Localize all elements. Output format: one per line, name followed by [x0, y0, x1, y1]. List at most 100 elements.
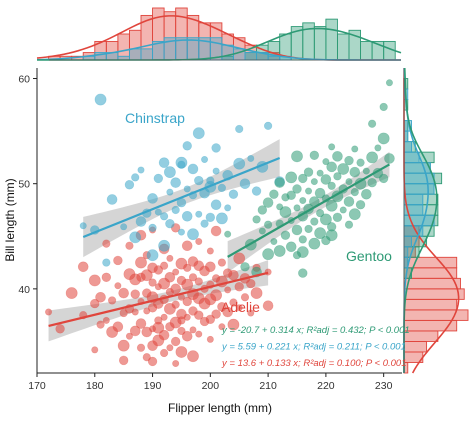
regression-line-adelie [48, 271, 269, 327]
point-adelie [218, 323, 226, 331]
top-hist-bar-chinstrap [128, 48, 142, 61]
point-chinstrap [165, 218, 175, 229]
right-hist-bar-chinstrap [403, 162, 431, 174]
point-adelie [210, 289, 223, 302]
point-adelie [90, 298, 100, 309]
point-adelie [175, 346, 188, 358]
point-chinstrap [120, 223, 128, 231]
top-hist-bar-gentoo [313, 26, 327, 61]
point-gentoo [374, 144, 382, 152]
point-adelie [246, 278, 256, 289]
x-tick-label: 180 [86, 380, 104, 392]
point-chinstrap [215, 212, 228, 225]
right-hist-bar-chinstrap [403, 151, 420, 164]
point-chinstrap [210, 199, 222, 211]
x-tick-label: 170 [28, 380, 46, 392]
point-adelie [166, 344, 174, 352]
point-adelie [228, 269, 239, 281]
point-gentoo [264, 220, 273, 229]
point-gentoo [384, 153, 395, 164]
point-adelie [131, 308, 139, 316]
x-tick-label: 190 [144, 380, 162, 392]
regression-line-gentoo [227, 163, 390, 258]
point-chinstrap [177, 228, 185, 236]
point-adelie [101, 272, 112, 282]
x-tick-label: 230 [375, 380, 393, 392]
point-gentoo [310, 217, 319, 226]
point-gentoo [285, 171, 298, 184]
right-hist-bar-adelie [403, 256, 458, 269]
right-hist-bar-chinstrap [403, 183, 435, 195]
point-adelie [205, 261, 216, 273]
point-adelie [164, 271, 176, 283]
point-adelie [240, 293, 250, 302]
point-gentoo [273, 245, 286, 257]
point-gentoo [326, 161, 337, 173]
top-hist-bar-gentoo [336, 33, 350, 61]
equation-adelie: y = 13.6 + 0.133 x; R²adj = 0.100; P < 0… [221, 358, 407, 369]
point-chinstrap [233, 157, 246, 170]
point-adelie [141, 326, 153, 338]
label-chinstrap: Chinstrap [125, 110, 185, 126]
point-adelie [247, 309, 255, 317]
point-adelie [113, 255, 123, 266]
point-gentoo [291, 150, 303, 163]
point-gentoo [325, 229, 338, 242]
point-chinstrap [158, 157, 170, 168]
point-adelie [210, 225, 222, 237]
point-gentoo [345, 178, 353, 186]
point-gentoo [328, 143, 336, 151]
point-gentoo [314, 227, 327, 240]
point-chinstrap [166, 188, 174, 196]
point-chinstrap [201, 156, 209, 164]
point-adelie [166, 254, 174, 262]
point-adelie [96, 320, 105, 329]
point-chinstrap [137, 166, 145, 174]
top-hist-bar-gentoo [360, 40, 373, 61]
point-gentoo [303, 167, 314, 177]
point-adelie [152, 321, 165, 334]
point-gentoo [298, 235, 307, 244]
point-adelie [142, 353, 151, 362]
point-gentoo [298, 173, 308, 184]
point-gentoo [279, 206, 292, 218]
x-tick-label: 220 [317, 380, 335, 392]
point-gentoo [344, 220, 354, 229]
point-chinstrap [153, 173, 164, 184]
point-adelie [135, 256, 147, 269]
point-adelie [158, 329, 170, 341]
point-chinstrap [205, 212, 216, 223]
point-chinstrap [200, 219, 209, 228]
point-adelie [189, 326, 197, 334]
point-gentoo [350, 188, 359, 197]
point-adelie [160, 313, 168, 321]
point-gentoo [319, 213, 332, 226]
point-adelie [102, 316, 110, 324]
x-axis-ticks: 170 180 190 200 210 220 230 [28, 373, 393, 392]
point-gentoo [262, 248, 275, 261]
point-gentoo [333, 172, 342, 181]
point-chinstrap [135, 216, 147, 227]
point-adelie [177, 316, 186, 325]
point-gentoo [291, 224, 303, 236]
right-hist-bar-chinstrap [403, 246, 409, 258]
point-adelie [160, 261, 169, 270]
point-gentoo [316, 209, 325, 218]
point-adelie [181, 330, 193, 342]
point-chinstrap [228, 189, 239, 199]
label-gentoo: Gentoo [346, 248, 392, 264]
point-chinstrap [251, 186, 262, 196]
point-adelie [77, 261, 89, 273]
point-chinstrap [148, 223, 157, 232]
point-gentoo [280, 230, 291, 240]
equation-gentoo: y = -20.7 + 0.314 x; R²adj = 0.432; P < … [221, 325, 410, 336]
point-adelie [170, 336, 181, 347]
point-adelie [188, 273, 198, 282]
point-chinstrap [131, 173, 140, 182]
point-adelie [102, 239, 111, 248]
point-chinstrap [158, 239, 171, 252]
point-chinstrap [264, 121, 273, 130]
point-chinstrap [171, 205, 180, 215]
point-adelie [206, 335, 214, 343]
point-adelie [117, 339, 130, 352]
